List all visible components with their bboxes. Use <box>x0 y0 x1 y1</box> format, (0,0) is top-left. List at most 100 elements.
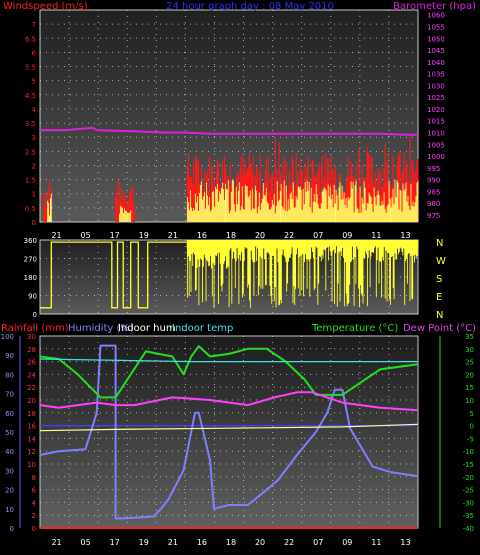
rainfall-tick-label: 90 <box>5 352 14 360</box>
barometer-tick-label: 1020 <box>427 106 445 114</box>
barometer-tick-label: 980 <box>427 200 440 208</box>
x-tick-label: 16 <box>197 231 207 240</box>
barometer-line <box>40 126 418 136</box>
indoor-hum-line <box>39 423 419 432</box>
windspeed-tick-label: 5.5 <box>25 64 36 72</box>
temperature-tick-label: -20 <box>463 474 474 482</box>
legend-humidity: Humidity (%) <box>68 323 134 334</box>
humidity-tick-label: 14 <box>27 435 36 443</box>
humidity-tick-label: 24 <box>27 371 36 379</box>
direction-tick-label: 360 <box>24 237 37 245</box>
windspeed-tick-label: 1 <box>32 191 36 199</box>
plot-area-3 <box>39 335 419 529</box>
x-tick-label: 09 <box>342 231 352 240</box>
legend-indoor-hum: Indoor hum <box>118 323 176 334</box>
x-tick-label: 19 <box>139 231 149 240</box>
temperature-tick-label: -40 <box>463 525 474 533</box>
temperature-tick-label: -5 <box>467 435 474 443</box>
panel-temperature-humidity: Rainfall (mm) Humidity (%) Indoor hum In… <box>1 323 476 547</box>
rainfall-tick-label: 80 <box>5 371 14 379</box>
x-tick-label: 11 <box>371 231 381 240</box>
x-tick-label: 21 <box>168 231 178 240</box>
x-tick-label: 11 <box>371 538 381 547</box>
barometer-tick-label: 975 <box>427 212 440 220</box>
compass-label: N <box>436 238 443 249</box>
x-tick-label: 18 <box>226 538 236 547</box>
legend-temperature: Temperature (°C) <box>311 323 398 334</box>
direction-tick-label: 0 <box>33 311 37 319</box>
temperature-tick-label: 10 <box>465 397 474 405</box>
barometer-ticks: 975 980 985 990 995 1000 1005 1010 1015 1020 1025 1… <box>427 12 445 220</box>
x-tick-label: 21 <box>51 538 61 547</box>
x-tick-label: 13 <box>400 231 410 240</box>
barometer-tick-label: 1015 <box>427 118 445 126</box>
x-tick-label: 09 <box>342 538 352 547</box>
barometer-tick-label: 1040 <box>427 59 445 67</box>
humidity-tick-label: 6 <box>32 487 37 495</box>
x-tick-label: 17 <box>110 538 120 547</box>
temperature-tick-label: -35 <box>463 512 474 520</box>
chart-title: 24 hour graph day : 08 May 2010 <box>166 1 334 12</box>
x-tick-label: 05 <box>81 231 91 240</box>
windspeed-tick-label: 3 <box>32 134 36 142</box>
x-tick-label: 18 <box>226 231 236 240</box>
windspeed-tick-label: 2.5 <box>25 148 36 156</box>
humidity-tick-label: 16 <box>27 423 36 431</box>
rainfall-tick-label: 20 <box>5 487 14 495</box>
indoor-temp-line <box>39 358 418 363</box>
temperature-tick-label: 0 <box>470 423 474 431</box>
temperature-tick-label: -15 <box>463 461 474 469</box>
rainfall-tick-label: 50 <box>5 429 14 437</box>
x-tick-label: 13 <box>400 538 410 547</box>
x-tick-label: 22 <box>284 231 294 240</box>
windspeed-tick-label: 6 <box>32 49 37 57</box>
windspeed-tick-label: 0 <box>32 219 36 227</box>
barometer-tick-label: 990 <box>427 177 440 185</box>
direction-ticks: 0 90 180 270 360 <box>24 237 37 319</box>
windspeed-tick-label: 1.5 <box>25 177 36 185</box>
compass-label: W <box>436 256 446 267</box>
panel-wind-barometer: Windspeed (m/s) 24 hour graph day : 08 M… <box>3 1 476 240</box>
humidity-tick-label: 22 <box>27 384 36 392</box>
rainfall-ticks: 0 10 20 30 40 50 60 70 80 90 100 <box>1 333 14 533</box>
barometer-tick-label: 1055 <box>427 23 445 31</box>
temperature-tick-label: 15 <box>465 384 474 392</box>
windspeed-tick-label: 4 <box>32 106 37 114</box>
windspeed-tick-label: 0.5 <box>25 205 36 213</box>
direction-tick-label: 180 <box>24 274 37 282</box>
temperature-tick-label: 20 <box>465 371 474 379</box>
windspeed-tick-label: 3.5 <box>25 120 36 128</box>
direction-tick-label: 90 <box>28 293 37 301</box>
x-tick-label: 20 <box>255 231 265 240</box>
rainfall-tick-label: 30 <box>5 467 14 475</box>
legend-rainfall: Rainfall (mm) <box>1 323 69 334</box>
x-tick-label: 05 <box>81 538 91 547</box>
humidity-tick-label: 2 <box>32 512 36 520</box>
x-tick-label: 07 <box>313 538 323 547</box>
humidity-tick-label: 20 <box>27 397 36 405</box>
temperature-tick-label: -30 <box>463 499 474 507</box>
series-1 <box>40 126 419 222</box>
windspeed-axis-label: Windspeed (m/s) <box>3 1 88 12</box>
x-tick-label: 21 <box>51 231 61 240</box>
humidity-tick-label: 0 <box>32 525 36 533</box>
humidity-tick-label: 10 <box>27 461 36 469</box>
x-tick-label: 21 <box>168 538 178 547</box>
humidity-tick-label: 26 <box>27 359 36 367</box>
temperature-tick-label: 30 <box>465 346 474 354</box>
rainfall-tick-label: 60 <box>5 410 14 418</box>
compass-label: N <box>436 310 443 321</box>
temperature-tick-label: 25 <box>465 359 474 367</box>
humidity-tick-label: 30 <box>27 333 36 341</box>
barometer-tick-label: 1050 <box>427 35 445 43</box>
temperature-line <box>39 345 419 399</box>
humidity-tick-label: 12 <box>27 448 36 456</box>
x-ticks-3: 21 05 17 19 21 16 18 20 22 07 09 11 13 <box>51 538 410 547</box>
temperature-tick-label: -10 <box>463 448 474 456</box>
barometer-axis-label: Barometer (hpa) <box>393 1 476 12</box>
x-tick-label: 07 <box>313 231 323 240</box>
